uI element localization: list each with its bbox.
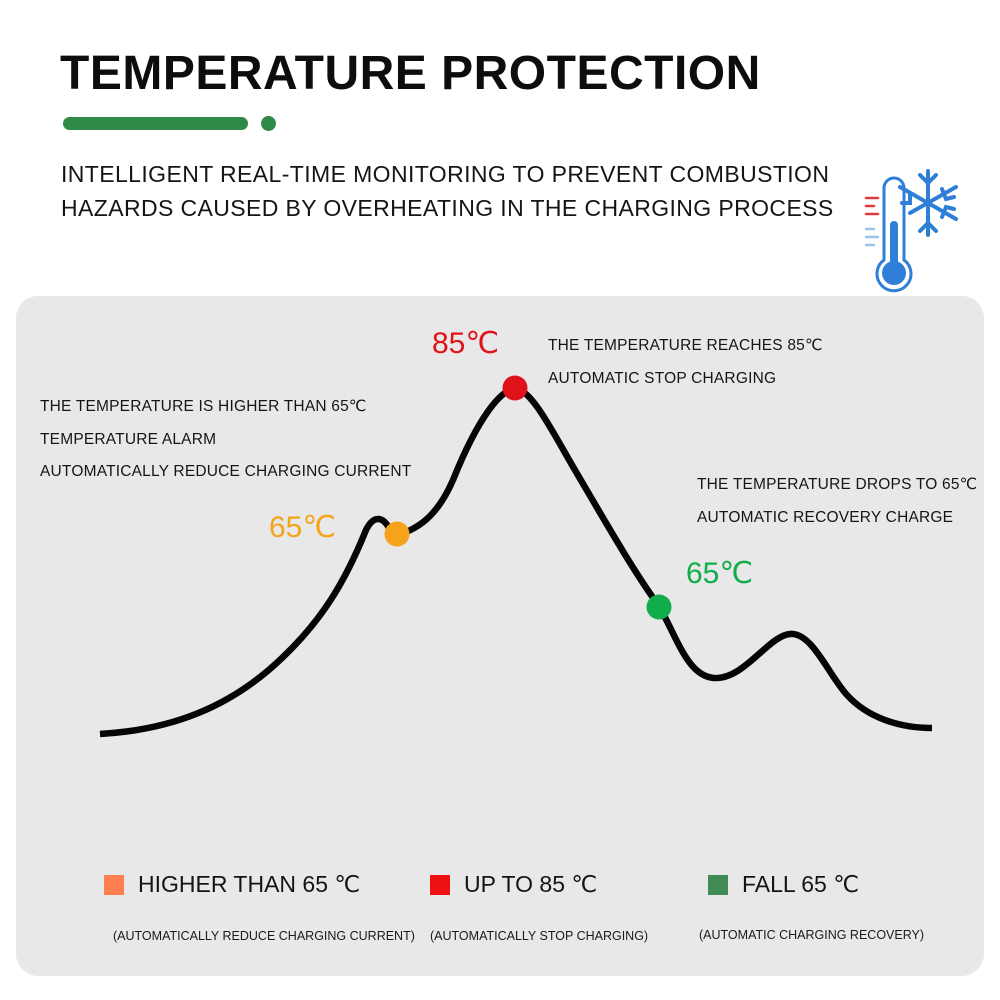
legend-note-up-to-85: (AUTOMATICALLY STOP CHARGING) (430, 929, 649, 943)
marker-85-peak (502, 375, 528, 401)
note-peak-85-line-2: AUTOMATIC STOP CHARGING (548, 369, 777, 387)
marker-65-falling (646, 594, 672, 620)
legend-swatch-up-to-85 (430, 875, 450, 895)
diagram-panel (16, 296, 984, 976)
note-falling-65-line-1: THE TEMPERATURE DROPS TO 65℃ (697, 476, 978, 493)
note-rising-65: THE TEMPERATURE IS HIGHER THAN 65℃ TEMPE… (40, 391, 411, 489)
legend-swatch-higher-65 (104, 875, 124, 895)
thermometer-snowflake-icon (864, 169, 958, 293)
note-falling-65-line-2: AUTOMATIC RECOVERY CHARGE (697, 508, 954, 526)
note-rising-65-line-1: THE TEMPERATURE IS HIGHER THAN 65℃ (40, 398, 367, 415)
legend-note-fall-65: (AUTOMATIC CHARGING RECOVERY) (699, 928, 925, 942)
marker-65-rising (384, 521, 410, 547)
subtitle: INTELLIGENT REAL-TIME MONITORING TO PREV… (61, 157, 861, 225)
subtitle-line-1: INTELLIGENT REAL-TIME MONITORING TO PREV… (61, 161, 830, 187)
subtitle-line-2: HAZARDS CAUSED BY OVERHEATING IN THE CHA… (61, 195, 834, 221)
legend-label-up-to-85: UP TO 85 ℃ (464, 871, 598, 897)
note-rising-65-line-3: AUTOMATICALLY REDUCE CHARGING CURRENT (40, 463, 412, 480)
title-accent-bar (63, 117, 248, 130)
note-peak-85: THE TEMPERATURE REACHES 85℃ AUTOMATIC ST… (548, 330, 823, 395)
legend-note-higher-65: (AUTOMATICALLY REDUCE CHARGING CURRENT) (113, 929, 415, 943)
temp-label-65-rising: 65℃ (269, 511, 337, 544)
note-falling-65: THE TEMPERATURE DROPS TO 65℃ AUTOMATIC R… (697, 469, 977, 534)
note-rising-65-line-2: TEMPERATURE ALARM (40, 430, 217, 448)
title-accent-dot (261, 116, 276, 131)
legend-label-fall-65: FALL 65 ℃ (742, 871, 860, 897)
legend-label-higher-65: HIGHER THAN 65 ℃ (138, 871, 361, 897)
page-title: TEMPERATURE PROTECTION (60, 47, 761, 100)
legend-swatch-fall-65 (708, 875, 728, 895)
temperature-curve (99, 384, 933, 738)
temp-label-65-falling: 65℃ (686, 557, 754, 590)
note-peak-85-line-1: THE TEMPERATURE REACHES 85℃ (548, 337, 823, 354)
temp-label-85-peak: 85℃ (432, 327, 500, 360)
